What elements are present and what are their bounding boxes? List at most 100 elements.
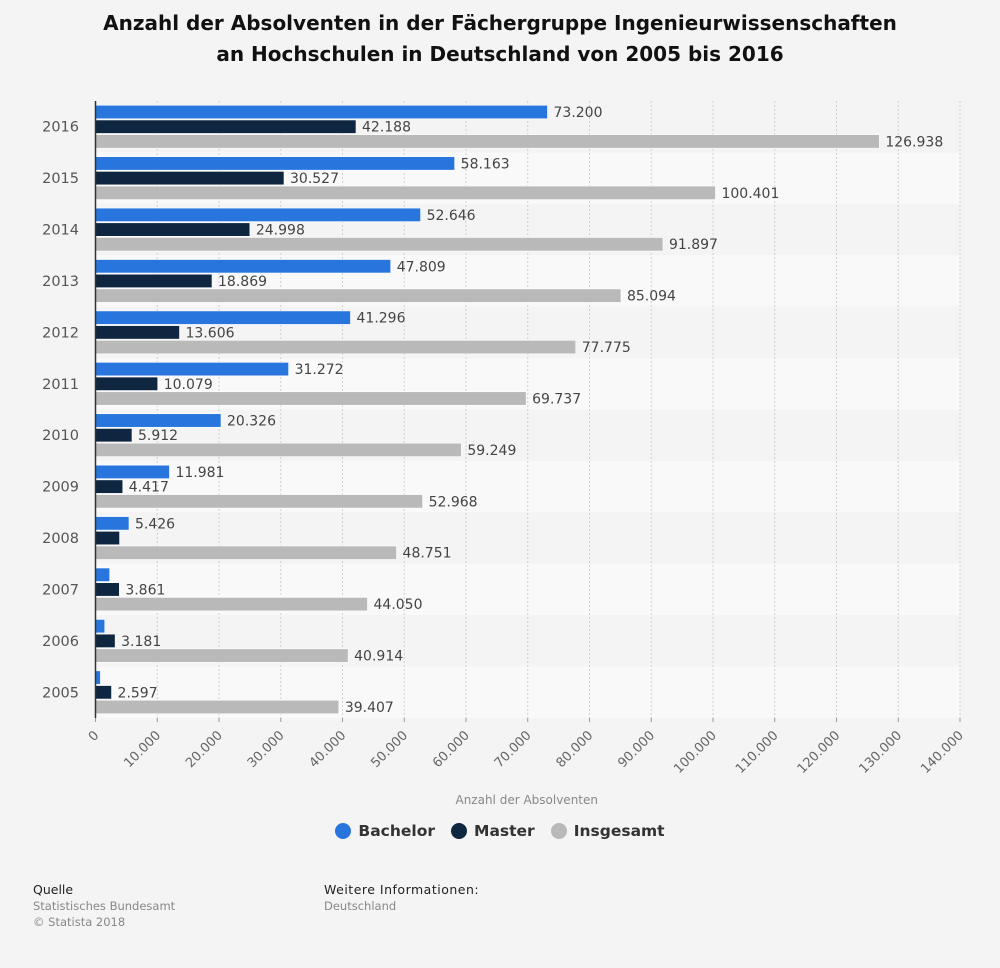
source-heading: Quelle <box>33 882 74 897</box>
y-tick-label: 2015 <box>42 171 79 187</box>
bar-insgesamt[interactable] <box>95 185 716 200</box>
data-label-insgesamt: 77.775 <box>582 340 631 356</box>
bar-insgesamt[interactable] <box>95 340 577 355</box>
bar-bachelor[interactable] <box>95 259 392 274</box>
data-label-insgesamt: 52.968 <box>429 494 478 510</box>
info-value: Deutschland <box>324 899 397 913</box>
bar-master[interactable] <box>95 428 133 443</box>
bar-insgesamt[interactable] <box>95 134 880 149</box>
data-label-insgesamt: 40.914 <box>354 649 403 665</box>
data-label-insgesamt: 44.050 <box>374 597 423 613</box>
data-label-master: 42.188 <box>362 120 411 136</box>
x-tick-label: 120.000 <box>795 728 844 777</box>
y-tick-label: 2016 <box>42 120 79 136</box>
y-tick-label: 2007 <box>42 582 79 598</box>
bar-master[interactable] <box>95 530 120 546</box>
chart-title-line-2: an Hochschulen in Deutschland von 2005 b… <box>216 42 784 66</box>
y-tick-label: 2012 <box>42 325 79 341</box>
data-label-bachelor: 11.981 <box>175 465 224 481</box>
bar-master[interactable] <box>95 685 112 700</box>
data-label-bachelor: 73.200 <box>554 105 603 121</box>
copyright: © Statista 2018 <box>33 915 126 929</box>
source-name[interactable]: Statistisches Bundesamt <box>33 899 176 913</box>
bar-master[interactable] <box>95 171 285 186</box>
data-label-insgesamt: 91.897 <box>669 237 718 253</box>
data-label-master: 5.912 <box>138 428 178 444</box>
bar-insgesamt[interactable] <box>95 648 349 663</box>
data-label-master: 13.606 <box>186 325 235 341</box>
legend-dot-insgesamt-icon <box>550 823 567 839</box>
y-tick-label: 2008 <box>42 531 79 547</box>
chart-title: Anzahl der Absolventen in der Fächergrup… <box>0 8 1000 70</box>
data-label-insgesamt: 69.737 <box>532 391 581 407</box>
x-axis-title: Anzahl der Absolventen <box>455 793 598 807</box>
data-label-master: 4.417 <box>129 480 169 496</box>
bar-master[interactable] <box>95 325 180 340</box>
x-tick-label: 30.000 <box>245 728 288 771</box>
data-label-insgesamt: 100.401 <box>721 186 779 202</box>
bar-bachelor[interactable] <box>95 104 548 120</box>
bar-master[interactable] <box>95 273 213 289</box>
data-label-master: 24.998 <box>256 223 305 239</box>
bar-bachelor[interactable] <box>95 362 289 377</box>
x-tick-label: 10.000 <box>121 728 164 771</box>
y-tick-label: 2005 <box>42 685 79 701</box>
bar-bachelor[interactable] <box>95 619 106 634</box>
bar-bachelor[interactable] <box>95 567 111 582</box>
bar-insgesamt[interactable] <box>95 699 340 715</box>
x-tick-label: 90.000 <box>615 728 658 771</box>
info-heading: Weitere Informationen: <box>324 882 480 897</box>
bar-bachelor[interactable] <box>95 516 130 531</box>
legend-label-bachelor: Bachelor <box>358 822 436 840</box>
legend-dot-bachelor-icon <box>335 823 352 839</box>
bar-bachelor[interactable] <box>95 310 351 325</box>
data-label-master: 2.597 <box>118 685 158 701</box>
bar-bachelor[interactable] <box>95 207 421 222</box>
data-label-insgesamt: 39.407 <box>345 700 394 716</box>
bar-bachelor[interactable] <box>95 413 222 428</box>
x-tick-label: 60.000 <box>430 728 473 771</box>
bar-insgesamt[interactable] <box>95 391 527 406</box>
y-tick-label: 2006 <box>42 634 79 650</box>
x-tick-label: 0 <box>86 728 102 744</box>
bar-insgesamt[interactable] <box>95 288 622 303</box>
bar-insgesamt[interactable] <box>95 237 664 252</box>
data-label-bachelor: 5.426 <box>135 516 175 532</box>
bar-master[interactable] <box>95 376 159 391</box>
y-tick-label: 2009 <box>42 480 79 496</box>
x-tick-label: 50.000 <box>368 728 411 771</box>
bar-bachelor[interactable] <box>95 156 455 171</box>
x-tick-label: 100.000 <box>671 728 720 777</box>
bar-master[interactable] <box>95 633 116 648</box>
data-label-insgesamt: 85.094 <box>627 289 676 305</box>
data-label-bachelor: 20.326 <box>227 414 276 430</box>
bar-master[interactable] <box>95 119 357 134</box>
legend-item-bachelor[interactable]: Bachelor <box>335 822 435 840</box>
y-tick-label: 2013 <box>42 274 79 290</box>
data-label-master: 10.079 <box>164 377 213 393</box>
bar-bachelor[interactable] <box>95 464 170 479</box>
x-tick-label: 70.000 <box>492 728 535 771</box>
footer-info: Weitere Informationen: Deutschland <box>324 882 479 914</box>
bar-insgesamt[interactable] <box>95 545 397 560</box>
legend-item-master[interactable]: Master <box>451 822 535 840</box>
data-label-insgesamt: 126.938 <box>885 134 943 150</box>
legend-label-insgesamt: Insgesamt <box>573 822 665 840</box>
bar-insgesamt[interactable] <box>95 494 423 509</box>
bar-insgesamt[interactable] <box>95 442 462 457</box>
data-label-bachelor: 52.646 <box>427 208 476 224</box>
data-label-master: 3.181 <box>121 634 161 650</box>
legend-item-insgesamt[interactable]: Insgesamt <box>550 822 665 840</box>
y-tick-label: 2011 <box>42 377 79 393</box>
data-label-insgesamt: 48.751 <box>403 546 452 562</box>
data-label-bachelor: 41.296 <box>357 311 406 327</box>
data-label-bachelor: 47.809 <box>397 259 446 275</box>
bar-master[interactable] <box>95 222 251 237</box>
y-tick-label: 2010 <box>42 428 79 444</box>
footer-source: Quelle Statistisches Bundesamt © Statist… <box>33 882 175 930</box>
legend-label-master: Master <box>474 822 535 840</box>
data-label-master: 18.869 <box>218 274 267 290</box>
bar-insgesamt[interactable] <box>95 597 368 612</box>
bar-master[interactable] <box>95 479 124 494</box>
bar-master[interactable] <box>95 582 120 597</box>
